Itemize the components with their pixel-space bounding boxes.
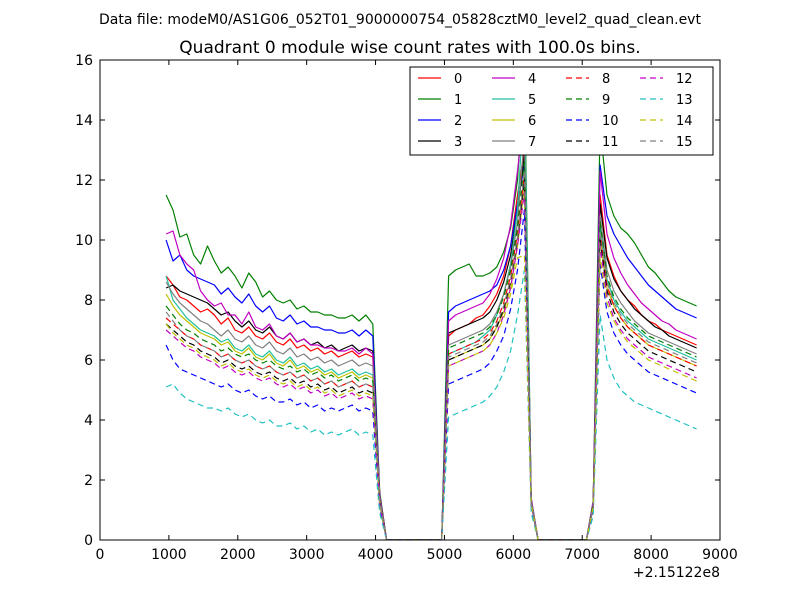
series-line-1 [165, 68, 697, 540]
legend-label-1: 1 [454, 93, 462, 108]
legend-label-8: 8 [602, 72, 610, 87]
y-tick-label: 2 [84, 473, 93, 489]
y-tick-label: 10 [75, 233, 93, 249]
series-line-10 [165, 209, 697, 540]
legend-label-15: 15 [676, 135, 693, 150]
series-line-14 [165, 254, 697, 540]
legend-label-14: 14 [676, 114, 693, 129]
x-tick-label: 5000 [427, 547, 463, 563]
series-line-5 [165, 92, 697, 540]
legend-label-12: 12 [676, 72, 693, 87]
legend-label-10: 10 [602, 114, 619, 129]
legend-label-0: 0 [454, 72, 462, 87]
x-tick-label: 9000 [702, 547, 738, 563]
series-layer [165, 68, 697, 540]
series-line-2 [165, 164, 697, 540]
legend-label-11: 11 [602, 135, 619, 150]
x-tick-label: 2000 [220, 547, 256, 563]
y-tick-label: 6 [84, 353, 93, 369]
y-tick-label: 4 [84, 413, 93, 429]
x-tick-label: 1000 [151, 547, 187, 563]
legend-label-3: 3 [454, 135, 462, 150]
series-line-4 [165, 110, 697, 540]
legend-label-13: 13 [676, 93, 693, 108]
ticks-layer: 0 1000 2000 3000 4000 5000 6000 7000 8000 9000 0 2 4… [75, 53, 738, 563]
series-line-15 [165, 170, 697, 540]
x-axis-offset-label: +2.15122e8 [633, 565, 720, 581]
series-line-9 [165, 161, 697, 540]
series-line-11 [165, 179, 697, 540]
x-tick-label: 6000 [496, 547, 532, 563]
series-line-3 [165, 155, 697, 540]
figure-suptitle: Data file: modeM0/AS1G06_052T01_90000007… [99, 12, 701, 28]
series-line-6 [165, 185, 697, 540]
legend-label-6: 6 [528, 114, 536, 129]
y-tick-label: 0 [84, 533, 93, 549]
x-tick-label: 8000 [633, 547, 669, 563]
x-tick-label: 4000 [358, 547, 394, 563]
legend-label-9: 9 [602, 93, 610, 108]
legend-label-7: 7 [528, 135, 536, 150]
legend-label-4: 4 [528, 72, 536, 87]
y-tick-label: 14 [75, 113, 93, 129]
y-tick-label: 16 [75, 53, 93, 69]
legend-label-2: 2 [454, 114, 462, 129]
x-tick-label: 7000 [564, 547, 600, 563]
series-line-13 [165, 269, 697, 540]
series-line-7 [165, 134, 697, 540]
legend-label-5: 5 [528, 93, 536, 108]
x-tick-label: 3000 [289, 547, 325, 563]
y-tick-label: 12 [75, 173, 93, 189]
plot-area: 0 1000 2000 3000 4000 5000 6000 7000 8000 9000 0 2 4… [75, 53, 738, 563]
legend-frame [409, 66, 714, 156]
x-tick-label: 0 [96, 547, 105, 563]
chart-title: Quadrant 0 module wise count rates with … [179, 38, 640, 58]
series-line-0 [165, 149, 697, 540]
y-tick-label: 8 [84, 293, 93, 309]
